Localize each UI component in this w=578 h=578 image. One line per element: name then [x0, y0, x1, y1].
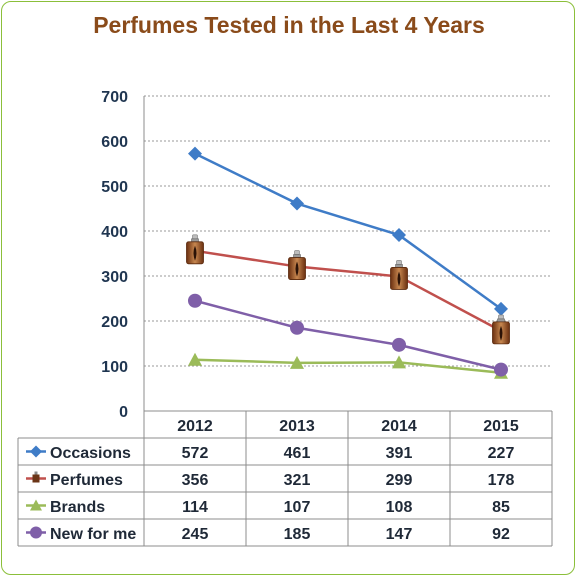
- legend-perfume-icon: [32, 471, 40, 483]
- y-tick-label: 600: [101, 134, 128, 151]
- legend-label: Brands: [50, 499, 105, 516]
- data-label: 185: [284, 526, 311, 543]
- triangle-marker: [392, 355, 406, 369]
- y-tick-label: 400: [101, 224, 128, 241]
- x-tick-label: 2012: [177, 418, 213, 435]
- diamond-marker: [188, 146, 202, 161]
- triangle-marker: [290, 355, 304, 369]
- circle-marker: [494, 362, 508, 377]
- y-tick-label: 300: [101, 269, 128, 286]
- series-line: [194, 299, 502, 371]
- data-label: 356: [182, 472, 209, 489]
- data-label: 321: [284, 472, 311, 489]
- series-line: [194, 249, 502, 333]
- circle-marker: [392, 337, 406, 352]
- circle-marker: [290, 320, 304, 335]
- y-tick-label: 700: [101, 89, 128, 106]
- series-line: [194, 358, 502, 374]
- series-line: [194, 152, 502, 310]
- data-label: 245: [182, 526, 209, 543]
- perfume-bottle-icon: [492, 314, 510, 345]
- data-label: 92: [492, 526, 510, 543]
- legend-triangle-marker: [30, 499, 42, 511]
- data-label: 85: [492, 499, 510, 516]
- data-label: 147: [386, 526, 413, 543]
- x-tick-label: 2015: [483, 418, 519, 435]
- triangle-marker: [188, 352, 202, 366]
- diamond-marker: [494, 301, 508, 316]
- y-tick-label: 100: [101, 359, 128, 376]
- perfume-bottle-icon: [390, 260, 408, 290]
- circle-marker: [188, 293, 202, 308]
- data-label: 107: [284, 499, 311, 516]
- diamond-marker: [290, 196, 304, 211]
- data-label: 114: [182, 499, 208, 516]
- y-tick-label: 0: [119, 404, 128, 421]
- data-label: 391: [386, 445, 413, 462]
- legend-circle-marker: [30, 526, 42, 539]
- legend-label: New for me: [50, 526, 136, 543]
- data-label: 299: [386, 472, 413, 489]
- data-label: 572: [182, 445, 209, 462]
- legend-label: Perfumes: [50, 472, 123, 489]
- y-tick-label: 200: [101, 314, 128, 331]
- data-label: 227: [488, 445, 515, 462]
- perfume-bottle-icon: [186, 234, 204, 265]
- legend-diamond-marker: [30, 445, 42, 458]
- data-label: 108: [386, 499, 413, 516]
- legend-label: Occasions: [50, 445, 131, 462]
- perfume-bottle-icon: [288, 250, 306, 280]
- x-tick-label: 2013: [279, 418, 315, 435]
- chart-title: Perfumes Tested in the Last 4 Years: [93, 12, 485, 38]
- data-label: 461: [284, 445, 311, 462]
- y-tick-label: 500: [101, 179, 128, 196]
- x-tick-label: 2014: [381, 418, 417, 435]
- data-label: 178: [488, 472, 515, 489]
- diamond-marker: [392, 228, 406, 243]
